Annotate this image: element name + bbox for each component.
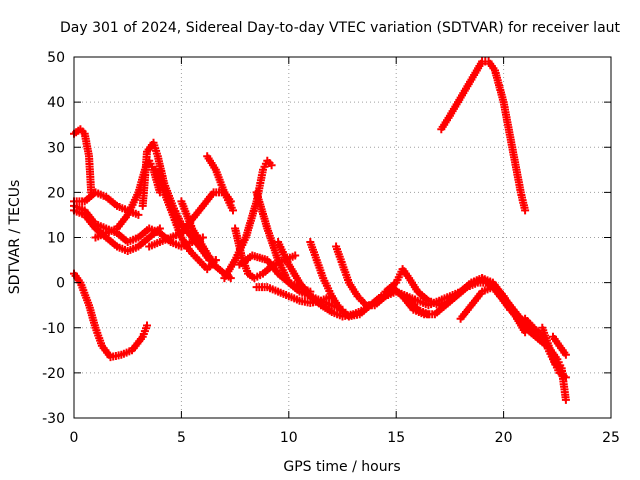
data-point [327,292,336,301]
series-arc-11 [203,152,237,215]
y-tick-label: -20 [42,366,65,382]
series-arc-21 [387,278,536,332]
series-arc-2 [70,269,151,362]
data-point [143,321,151,330]
y-tick-label: 40 [47,95,65,111]
data-point [267,161,276,170]
data-point [561,350,570,359]
series-arc-1 [70,125,96,197]
y-tick-label: -30 [42,411,65,427]
axis-ticks [73,56,612,419]
x-tick-label: 25 [602,430,620,446]
x-tick-label: 0 [70,430,79,446]
x-tick-label: 20 [495,430,513,446]
y-tick-label: 20 [47,185,65,201]
series-arc-28 [538,323,566,373]
data-point [557,364,566,373]
y-tick-label: -10 [42,321,65,337]
y-tick-labels: -30 -20 -10 0 10 20 30 40 50 [42,50,65,427]
data-point [134,210,143,219]
grid [74,57,611,418]
data-point [291,251,300,260]
y-tick-label: 50 [47,50,65,66]
series-arc-24 [437,57,530,215]
x-tick-label: 5 [177,430,186,446]
x-tick-label: 15 [387,430,405,446]
data-point [521,206,530,215]
data-point [229,206,237,215]
series-arc-18 [332,242,433,319]
x-tick-label: 10 [280,430,298,446]
series-arc-27 [549,332,570,359]
y-axis-label: SDTVAR / TECUs [7,180,23,295]
chart-title: Day 301 of 2024, Sidereal Day-to-day VTE… [60,20,621,36]
x-axis-label: GPS time / hours [283,459,400,475]
y-tick-label: 10 [47,231,65,247]
series-arc-19 [252,283,336,307]
x-tick-labels: 0 5 10 15 20 25 [70,430,620,446]
y-tick-label: 30 [47,140,65,156]
data-point [561,395,570,404]
y-tick-label: 0 [56,276,65,292]
data-marks [70,57,570,404]
series-arc-9 [151,165,220,274]
